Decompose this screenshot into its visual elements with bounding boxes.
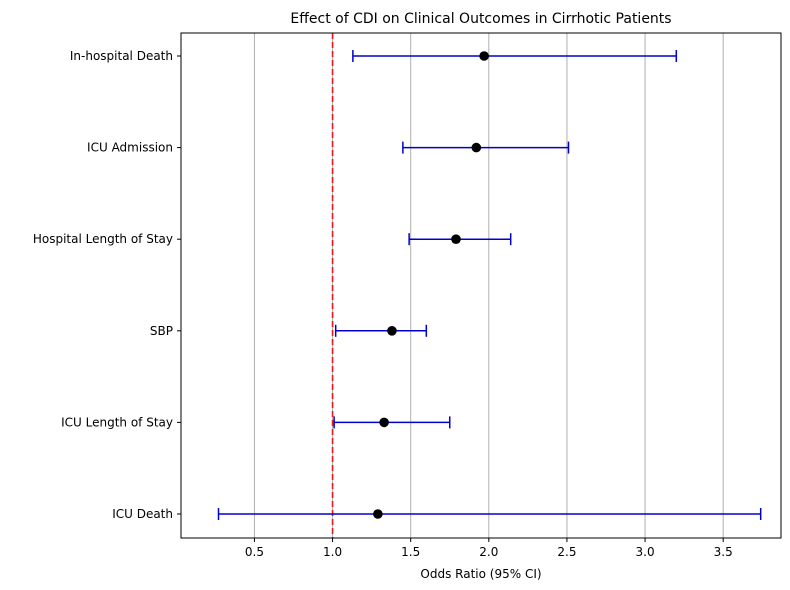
point-icu-admission (471, 142, 482, 153)
odds-ratio-points (373, 51, 489, 519)
y-tick-label-in-hospital-death: In-hospital Death (70, 49, 173, 63)
y-axis-ticks: In-hospital Death ICU Admission Hospital L… (33, 49, 181, 521)
point-sbp (387, 326, 397, 336)
x-tick-label-1: 1.0 (323, 545, 342, 559)
confidence-intervals (217, 50, 762, 520)
plot-frame (180, 32, 782, 539)
x-tick-label-4: 2.5 (557, 545, 576, 559)
chart-title: Effect of CDI on Clinical Outcomes in Ci… (290, 11, 671, 27)
y-tick-label-icu-length-of-stay: ICU Length of Stay (61, 415, 173, 429)
y-tick-label-icu-admission: ICU Admission (87, 141, 173, 155)
x-axis-ticks: 0.5 1.0 1.5 2.0 2.5 3.0 3.5 (245, 538, 733, 559)
x-tick-label-5: 3.0 (636, 545, 655, 559)
point-icu-death (373, 509, 383, 519)
y-tick-label-icu-death: ICU Death (112, 507, 173, 521)
point-in-hospital-death (479, 51, 489, 61)
x-tick-label-0: 0.5 (245, 545, 264, 559)
x-tick-label-6: 3.5 (714, 545, 733, 559)
point-hospital-length-of-stay (451, 234, 461, 244)
point-icu-length-of-stay (379, 417, 389, 428)
grid-lines (253, 33, 724, 538)
x-tick-label-2: 1.5 (401, 545, 420, 559)
y-tick-label-sbp: SBP (150, 324, 173, 338)
x-tick-label-3: 2.0 (479, 545, 498, 559)
x-axis-label: Odds Ratio (95% CI) (420, 567, 541, 581)
y-tick-label-hospital-length-of-stay: Hospital Length of Stay (33, 232, 173, 246)
